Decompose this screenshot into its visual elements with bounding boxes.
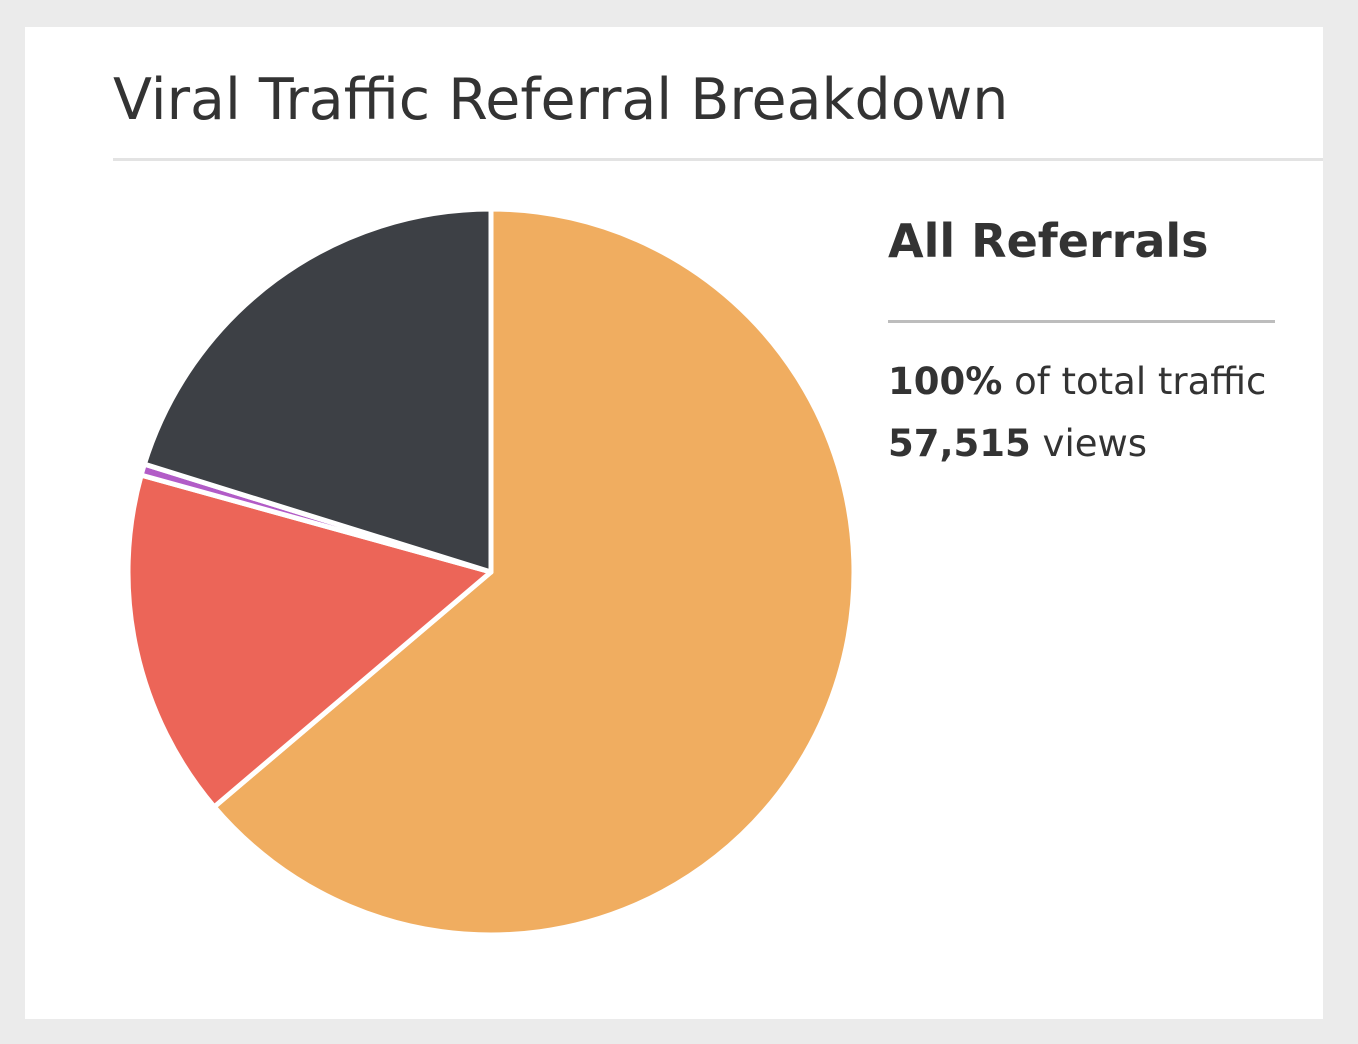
- referral-card: Viral Traffic Referral Breakdown All Ref…: [25, 27, 1323, 1019]
- views-line: 57,515 views: [888, 413, 1288, 475]
- summary-heading: All Referrals: [888, 214, 1209, 268]
- traffic-share-label: of total traffic: [1014, 360, 1267, 403]
- views-value: 57,515: [888, 422, 1031, 465]
- summary-divider: [888, 320, 1275, 323]
- pie-slice-4[interactable]: [141, 206, 494, 575]
- traffic-share-line: 100% of total traffic: [888, 351, 1288, 413]
- card-title: Viral Traffic Referral Breakdown: [113, 67, 1009, 133]
- pie-slice-1[interactable]: [211, 206, 857, 938]
- title-divider: [113, 158, 1323, 161]
- referral-pie-chart: [125, 206, 857, 938]
- views-label: views: [1042, 422, 1148, 465]
- traffic-share-value: 100%: [888, 360, 1003, 403]
- pie-slice-2[interactable]: [125, 472, 494, 810]
- summary-panel: All Referrals 100% of total traffic 57,5…: [888, 207, 1288, 475]
